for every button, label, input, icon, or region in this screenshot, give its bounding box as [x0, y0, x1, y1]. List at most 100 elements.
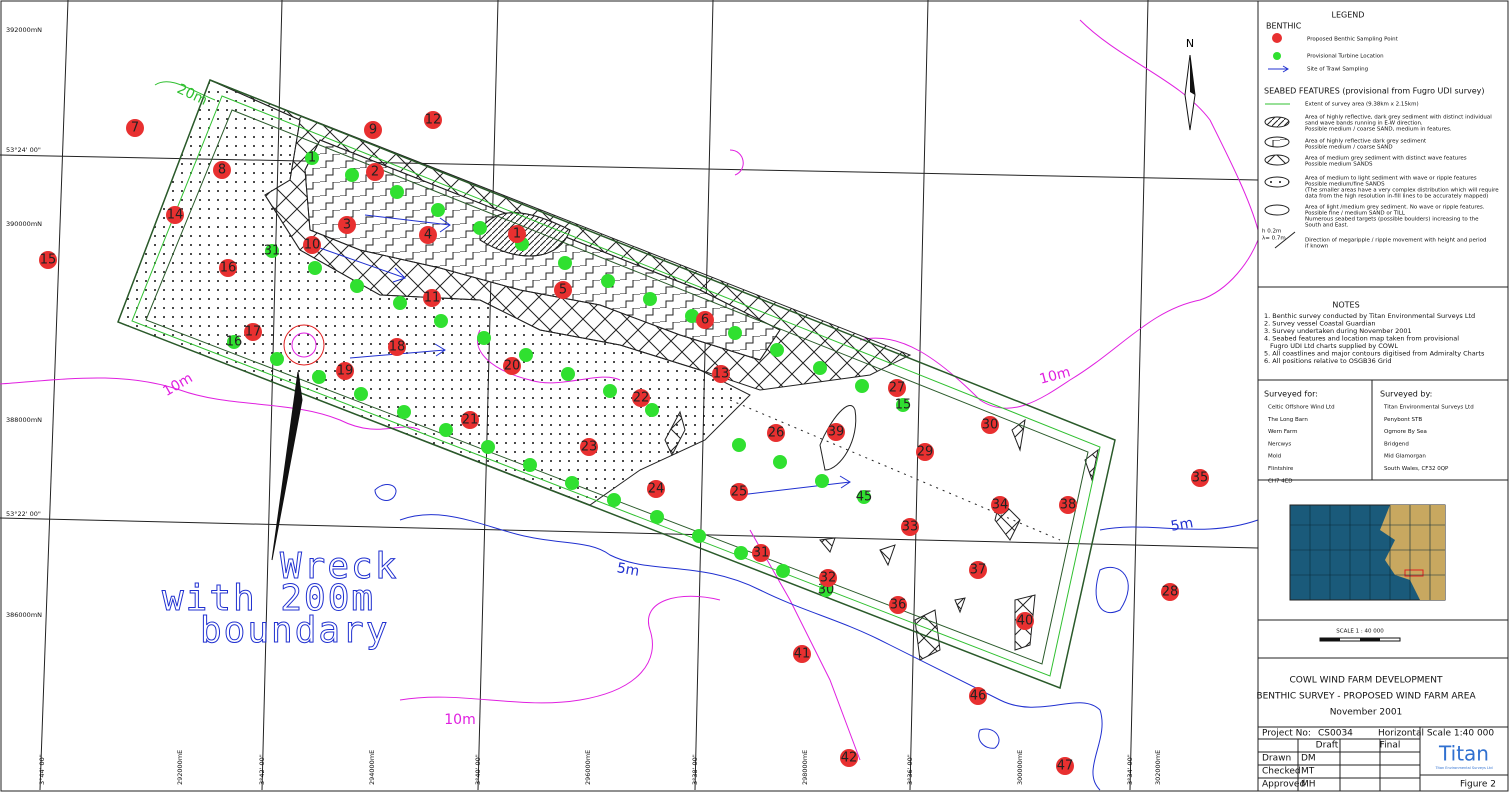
survey-area-extent — [131, 95, 1101, 677]
benthic-label: 22 — [633, 391, 650, 406]
easting-label: 302000mE — [1154, 750, 1162, 785]
legend-panel — [1257, 0, 1509, 792]
easting-label: 298000mE — [801, 750, 809, 785]
survey-boundary-inner — [145, 109, 1089, 665]
turbine — [354, 387, 368, 401]
benthic-point — [554, 281, 572, 299]
easting-label: 300000mE — [1016, 750, 1024, 785]
benthic-label: 19 — [337, 364, 354, 379]
column-header: Draft — [1316, 741, 1339, 751]
benthic-label: 17 — [245, 325, 262, 340]
contour-5m — [399, 514, 881, 641]
benthic-label: 38 — [1060, 498, 1077, 513]
benthic-point — [916, 443, 934, 461]
turbine — [685, 309, 699, 323]
legend-item: Provisional Turbine Location — [1307, 54, 1384, 60]
turbine — [393, 296, 407, 310]
benthic-label: 6 — [701, 313, 709, 328]
legend-item: Area of medium to light sediment with wa… — [1305, 176, 1477, 182]
turbine — [431, 203, 445, 217]
benthic-point — [840, 749, 858, 767]
benthic-point — [1059, 496, 1077, 514]
turbine — [397, 405, 411, 419]
benthic-label: 9 — [369, 123, 377, 138]
turbine — [227, 335, 241, 349]
surveyed-for-line: Flintshire — [1268, 466, 1294, 472]
benthic-label: 12 — [425, 113, 442, 128]
feature — [664, 410, 686, 457]
easting-label: 3°40' 00" — [474, 754, 482, 785]
benthic-label: 10 — [304, 238, 321, 253]
table-cell: Approved — [1262, 780, 1305, 790]
turbine — [728, 326, 742, 340]
note: 2. Survey vessel Coastal Guardian — [1264, 320, 1375, 328]
turbine-label: 16 — [226, 335, 243, 350]
northing-label: 390000mN — [6, 220, 42, 228]
turbine — [434, 314, 448, 328]
legend-item: Proposed Benthic Sampling Point — [1307, 37, 1399, 43]
surveyed-by-line: Titan Environmental Surveys Ltd — [1383, 405, 1474, 411]
legend-item: South and East. — [1305, 223, 1349, 229]
note: 5. All coastlines and major contours dig… — [1264, 350, 1485, 358]
wreck — [291, 332, 317, 358]
benthic-label: 32 — [820, 571, 837, 586]
turbine — [734, 546, 748, 560]
benthic-point — [219, 259, 237, 277]
benthic-point — [424, 111, 442, 129]
contour — [1079, 19, 1259, 231]
title-line: BENTHIC SURVEY - PROPOSED WIND FARM AREA — [1256, 692, 1476, 702]
legend-item: Site of Trawl Sampling — [1307, 67, 1368, 73]
location-map-site — [1404, 569, 1424, 577]
legend-item: Possible medium / coarse SAND, medium in… — [1305, 127, 1452, 133]
benthic-label: 13 — [713, 367, 730, 382]
notes-title: NOTES — [1332, 301, 1359, 310]
legend-symbol-label: λ= 0.7m — [1262, 236, 1286, 242]
benthic-point — [303, 236, 321, 254]
note: 4. Seabed features and location map take… — [1264, 335, 1459, 343]
column-header: Final — [1380, 741, 1401, 751]
project-no: CS0034 — [1318, 729, 1353, 739]
turbine — [305, 151, 319, 165]
table-cell: Checked — [1262, 767, 1301, 777]
wreck-label: Wreck — [280, 546, 398, 587]
title-line: November 2001 — [1330, 708, 1403, 718]
turbine — [345, 168, 359, 182]
wreck-pointer — [271, 371, 303, 561]
benthic-label: 30 — [982, 418, 999, 433]
legend-item: Possible medium / coarse SAND — [1305, 145, 1393, 151]
table-cell: MH — [1301, 780, 1316, 790]
benthic-point — [508, 225, 526, 243]
benthic-point — [419, 226, 437, 244]
benthic-label: 27 — [889, 381, 906, 396]
benthic-label: 20 — [504, 359, 521, 374]
surveyed-for-title: Surveyed for: — [1264, 390, 1318, 399]
benthic-point — [166, 206, 184, 224]
benthic-label: 4 — [424, 228, 432, 243]
easting-label: 3°36' 00" — [906, 754, 914, 785]
legend-item: data from the high resolution in-fill li… — [1305, 194, 1488, 200]
legend-item: Area of medium grey sediment with distin… — [1305, 156, 1467, 162]
legend-item: Area of highly reflective, dark grey sed… — [1305, 115, 1492, 121]
north-label: N — [1186, 37, 1194, 50]
benthic-point — [1191, 469, 1209, 487]
benthic-point — [827, 423, 845, 441]
turbine — [645, 403, 659, 417]
location-map-grid — [1290, 505, 1445, 600]
turbine — [561, 367, 575, 381]
legend-symbol — [1264, 176, 1290, 188]
grid-line — [39, 0, 69, 791]
grid-line — [1129, 0, 1149, 791]
legend-turbine-symbol — [1273, 52, 1281, 60]
surveyed-for-line: Wern Farm — [1268, 429, 1297, 435]
benthic-point — [981, 416, 999, 434]
turbine — [558, 256, 572, 270]
benthic-label: 16 — [220, 261, 237, 276]
feature — [1011, 418, 1026, 452]
legend-heading: BENTHIC — [1266, 22, 1302, 31]
legend-item: Direction of megaripple / ripple movemen… — [1305, 238, 1487, 244]
legend-item: Possible medium SANDS — [1305, 162, 1373, 168]
benthic-point — [1016, 612, 1034, 630]
note: 1. Benthic survey conducted by Titan Env… — [1264, 312, 1475, 320]
